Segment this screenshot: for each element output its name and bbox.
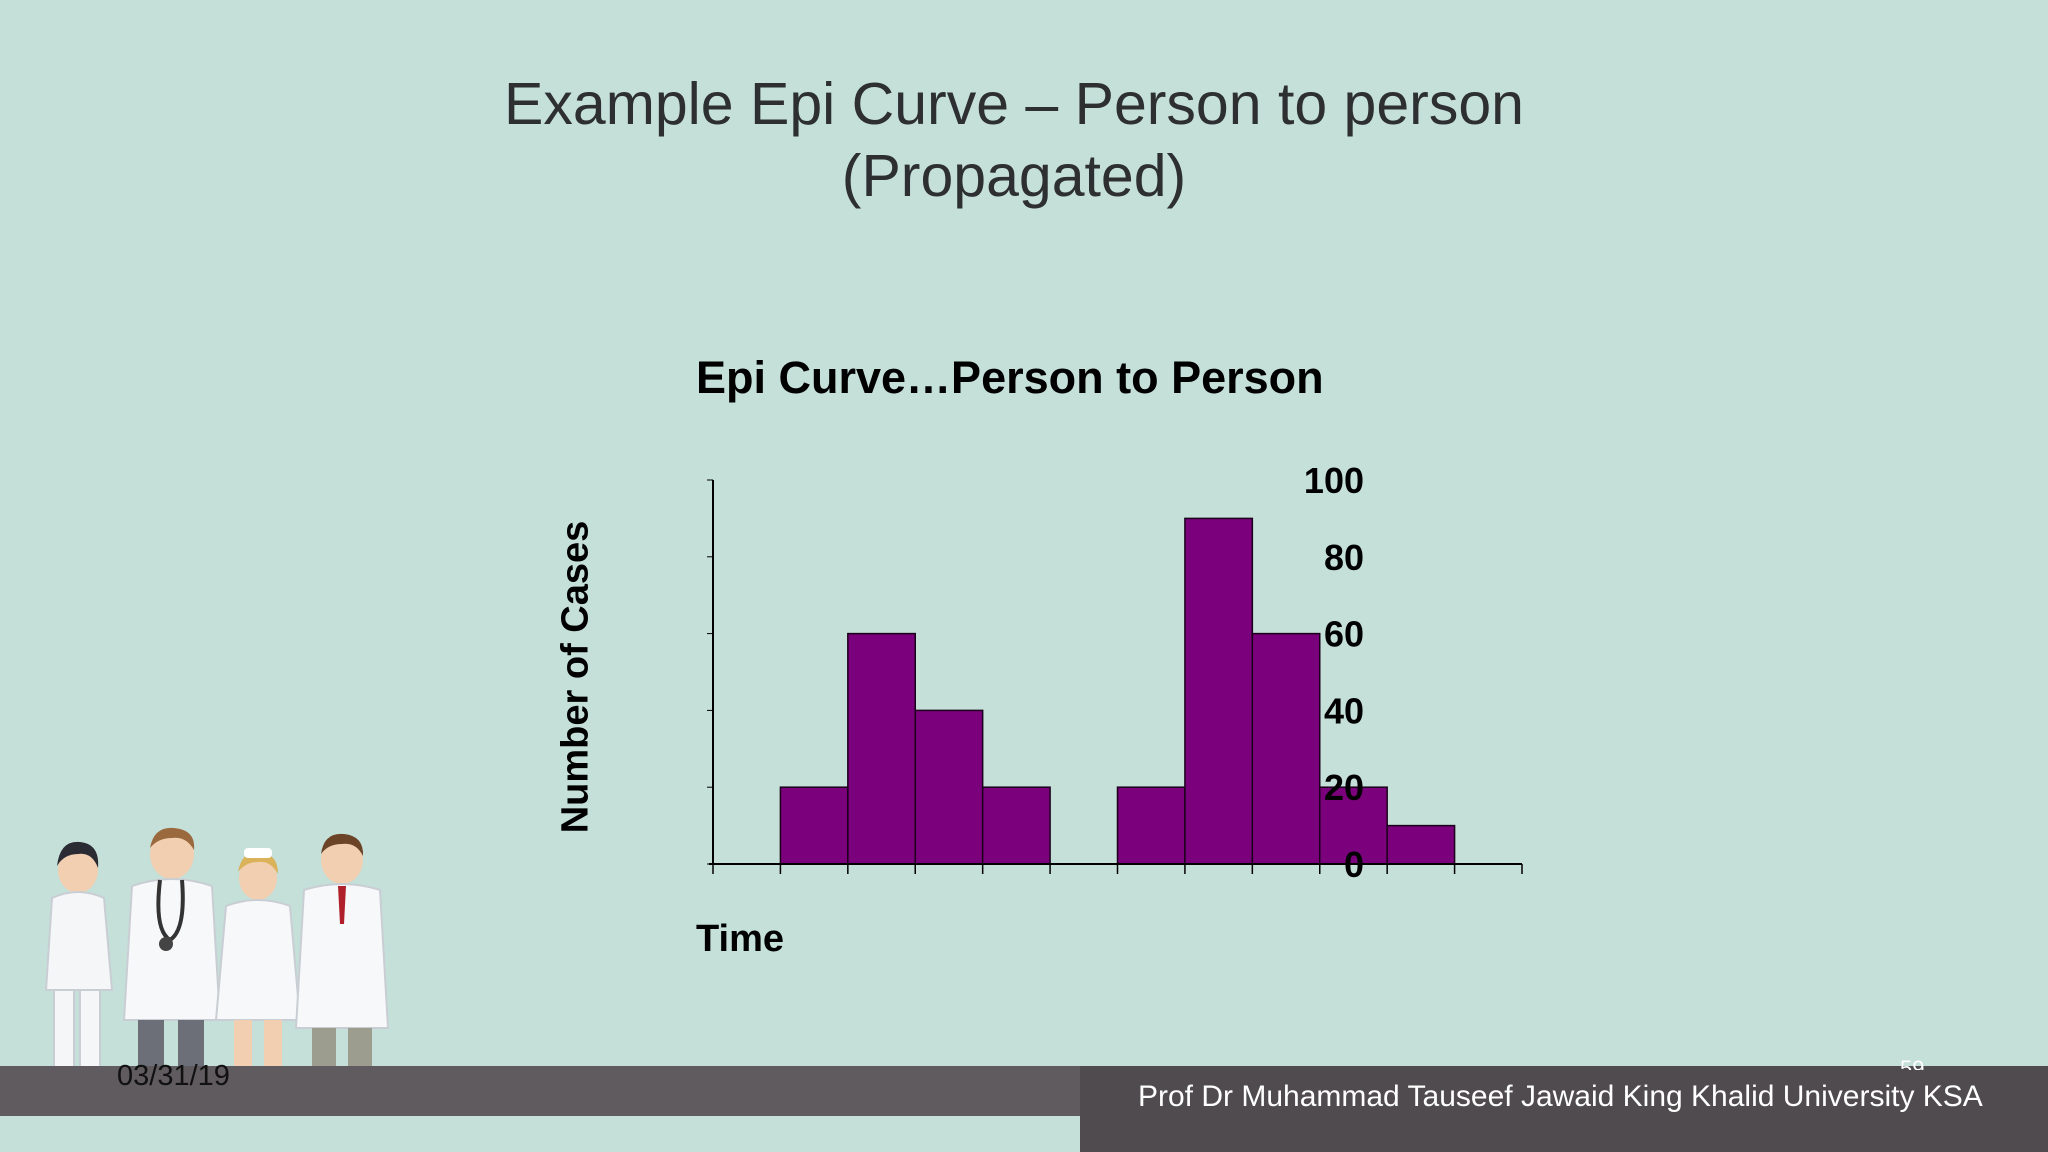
bar-8 — [1184, 517, 1254, 865]
bar-4 — [914, 709, 984, 865]
footer-author-panel — [1080, 1066, 2048, 1152]
y-tick-label-20: 20 — [1324, 767, 1364, 808]
bar-10 — [1319, 786, 1388, 865]
y-tick-label-100: 100 — [1304, 460, 1364, 501]
bar-5 — [981, 786, 1051, 865]
doctor-figure-2 — [294, 833, 390, 1102]
y-tick-label-80: 80 — [1324, 537, 1364, 578]
slide-title-line1: Example Epi Curve – Person to person — [504, 71, 1524, 137]
slide-title-line2: (Propagated) — [841, 143, 1187, 209]
chart-title: Epi Curve…Person to Person — [696, 352, 1324, 403]
x-axis-label: Time — [696, 918, 785, 960]
bar-9 — [1251, 632, 1321, 865]
y-tick-label-40: 40 — [1324, 690, 1364, 731]
y-tick-label-60: 60 — [1324, 614, 1364, 655]
bar-2 — [779, 786, 849, 865]
page-number: 59 — [1900, 1056, 1925, 1070]
slide-title: Example Epi Curve – Person to person (Pr… — [0, 68, 2028, 212]
bar-11 — [1386, 824, 1456, 865]
nurse-figure-1 — [44, 841, 114, 1102]
y-tick-label-0: 0 — [1344, 844, 1364, 885]
footer-author: Prof Dr Muhammad Tauseef Jawaid King Kha… — [1138, 1080, 1983, 1113]
bar-7 — [1116, 786, 1186, 865]
bar-3 — [847, 632, 916, 865]
footer-date: 03/31/19 — [117, 1060, 230, 1092]
y-axis-label: Number of Cases — [554, 520, 597, 834]
